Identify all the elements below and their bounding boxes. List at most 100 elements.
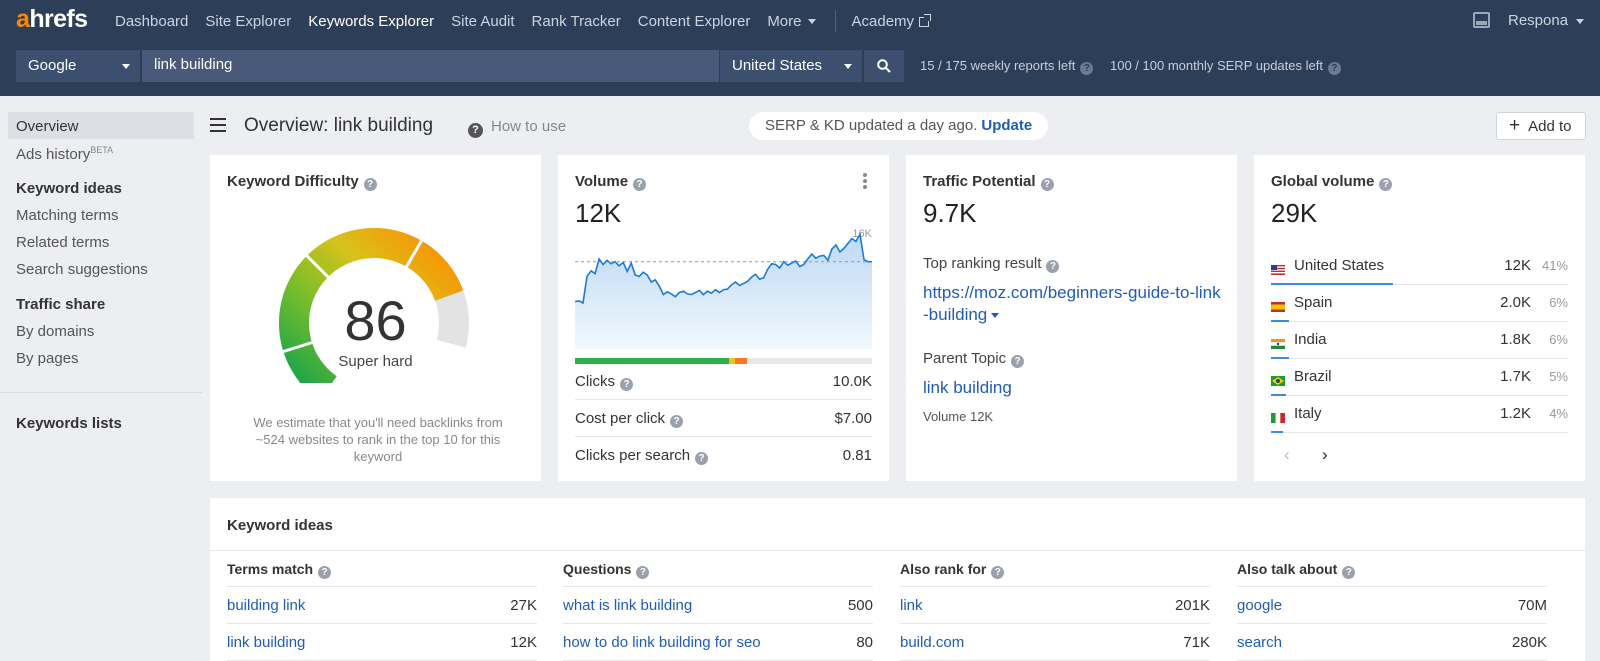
sidebar-item-by-domains[interactable]: By domains [16, 323, 95, 340]
country-row[interactable]: United States 12K 41% [1271, 248, 1568, 285]
keyword-ideas-column: Terms match? building link 27K link buildin… [227, 550, 537, 661]
help-icon[interactable]: ? [636, 566, 650, 579]
help-icon[interactable]: ? [363, 178, 377, 191]
nav-more-menu[interactable]: More [767, 13, 816, 30]
keyword-ideas-title: Keyword ideas [227, 517, 333, 534]
es-flag-icon [1271, 299, 1285, 312]
add-to-button[interactable]: + Add to [1496, 112, 1586, 140]
help-icon[interactable]: ? [1046, 260, 1060, 273]
help-icon: ? [468, 123, 483, 138]
help-icon[interactable]: ? [991, 566, 1005, 579]
difficulty-label: Super hard [338, 353, 413, 370]
keyword-row: link building 12K [227, 624, 537, 661]
sidebar-item-ads-history[interactable]: Ads historyBETA [16, 145, 114, 163]
help-icon[interactable]: ? [1040, 178, 1054, 191]
help-icon[interactable]: ? [1011, 355, 1025, 368]
keyword-link[interactable]: how to do link building for seo [563, 634, 761, 651]
country-row[interactable]: Spain 2.0K 6% [1271, 285, 1568, 322]
keyword-ideas-column: Also rank for? link 201K build.com 71K [900, 550, 1210, 661]
sidebar-heading-traffic-share[interactable]: Traffic share [16, 296, 106, 313]
clicks-row: Clicks? 10.0K [575, 363, 872, 400]
country-percent: 4% [1549, 406, 1568, 421]
keyword-link[interactable]: link building [227, 634, 306, 651]
parent-topic-link[interactable]: link building [923, 378, 1012, 397]
global-volume-value: 29K [1271, 198, 1318, 228]
nav-rank-tracker[interactable]: Rank Tracker [531, 12, 621, 30]
update-button[interactable]: Update [981, 117, 1033, 134]
help-icon[interactable]: ? [1379, 178, 1393, 191]
country-percent: 5% [1549, 369, 1568, 384]
main-nav: Dashboard Site Explorer Keywords Explore… [115, 10, 946, 32]
keyword-row: google 70M [1237, 587, 1547, 624]
keyword-input[interactable]: link building [142, 50, 719, 82]
nav-divider [834, 10, 836, 32]
keyword-link[interactable]: search [1237, 634, 1283, 651]
country-select[interactable]: United States [720, 50, 862, 82]
help-icon[interactable]: ? [318, 566, 332, 579]
keyword-link[interactable]: link [900, 597, 923, 614]
top-ranking-url[interactable]: https://moz.com/beginners-guide-to-link -… [923, 283, 1221, 324]
gauge-segment-divider [305, 254, 330, 279]
sidebar-item-search-suggestions[interactable]: Search suggestions [16, 261, 148, 278]
keyword-volume: 500 [847, 597, 873, 614]
keyword-row: how to do link building for seo 80 [563, 624, 873, 661]
country-row[interactable]: Italy 1.2K 4% [1271, 396, 1568, 433]
sidebar-item-overview[interactable]: Overview [8, 112, 194, 139]
country-row[interactable]: Brazil 1.7K 5% [1271, 359, 1568, 396]
traffic-potential-value: 9.7K [923, 198, 977, 228]
how-to-use-link[interactable]: ? How to use [468, 118, 566, 138]
help-icon[interactable]: ? [1342, 566, 1356, 579]
country-volume: 2.0K [1500, 294, 1531, 311]
ahrefs-logo[interactable]: ahrefs [16, 5, 88, 33]
nav-keywords-explorer[interactable]: Keywords Explorer [308, 12, 435, 30]
keyword-row: building link 27K [227, 587, 537, 624]
country-name: India [1294, 331, 1327, 348]
keyword-ideas-column: Also talk about? google 70M search 280K [1237, 550, 1547, 661]
nav-site-explorer[interactable]: Site Explorer [205, 12, 292, 30]
more-options-icon[interactable] [863, 173, 867, 191]
column-header: Also rank for? [900, 550, 1210, 587]
keyword-link[interactable]: building link [227, 597, 306, 614]
keyword-ideas-panel: Keyword ideas Terms match? building link 2… [210, 498, 1585, 661]
chevron-down-icon [807, 19, 816, 25]
keyword-link[interactable]: google [1237, 597, 1283, 614]
help-icon[interactable]: ? [633, 178, 647, 191]
country-name: Brazil [1294, 368, 1332, 385]
serp-update-notice: SERP & KD updated a day ago. Update [749, 112, 1049, 140]
previous-page-icon[interactable]: ‹ [1284, 445, 1290, 464]
nav-academy[interactable]: Academy [852, 13, 932, 30]
volume-value: 12K [575, 198, 622, 228]
help-icon[interactable]: ? [670, 415, 684, 428]
keyword-volume: 71K [1183, 634, 1210, 651]
country-row[interactable]: India 1.8K 6% [1271, 322, 1568, 359]
country-name: Spain [1294, 294, 1333, 311]
help-icon[interactable]: ? [620, 378, 633, 391]
help-icon[interactable]: ? [1327, 62, 1341, 75]
sidebar-item-related-terms[interactable]: Related terms [16, 234, 110, 251]
keyword-link[interactable]: what is link building [563, 597, 693, 614]
help-icon[interactable]: ? [695, 452, 709, 465]
help-icon[interactable]: ? [1080, 62, 1094, 75]
keyword-volume: 27K [510, 597, 537, 614]
next-page-icon[interactable]: › [1322, 445, 1328, 464]
nav-content-explorer[interactable]: Content Explorer [637, 12, 751, 30]
parent-topic-volume: Volume 12K [923, 409, 994, 424]
search-icon [877, 59, 891, 73]
search-engine-select[interactable]: Google [16, 50, 140, 82]
sidebar-item-keywords-lists[interactable]: Keywords lists [16, 415, 122, 432]
account-menu[interactable]: Respona [1508, 12, 1585, 29]
sidebar-item-matching-terms[interactable]: Matching terms [16, 207, 119, 224]
keyword-link[interactable]: build.com [900, 634, 965, 651]
menu-toggle-icon[interactable] [210, 118, 226, 132]
nav-dashboard[interactable]: Dashboard [115, 12, 189, 30]
keyword-row: what is link building 500 [563, 587, 873, 624]
card-title: Keyword Difficulty? [227, 173, 377, 191]
us-flag-icon [1271, 262, 1285, 275]
clicks-distribution-bar [575, 358, 872, 364]
sidebar-heading-keyword-ideas[interactable]: Keyword ideas [16, 180, 122, 197]
nav-site-audit[interactable]: Site Audit [451, 12, 515, 30]
inbox-icon[interactable] [1473, 12, 1490, 28]
external-link-icon [919, 13, 932, 27]
sidebar-item-by-pages[interactable]: By pages [16, 350, 79, 367]
search-button[interactable] [864, 50, 904, 82]
